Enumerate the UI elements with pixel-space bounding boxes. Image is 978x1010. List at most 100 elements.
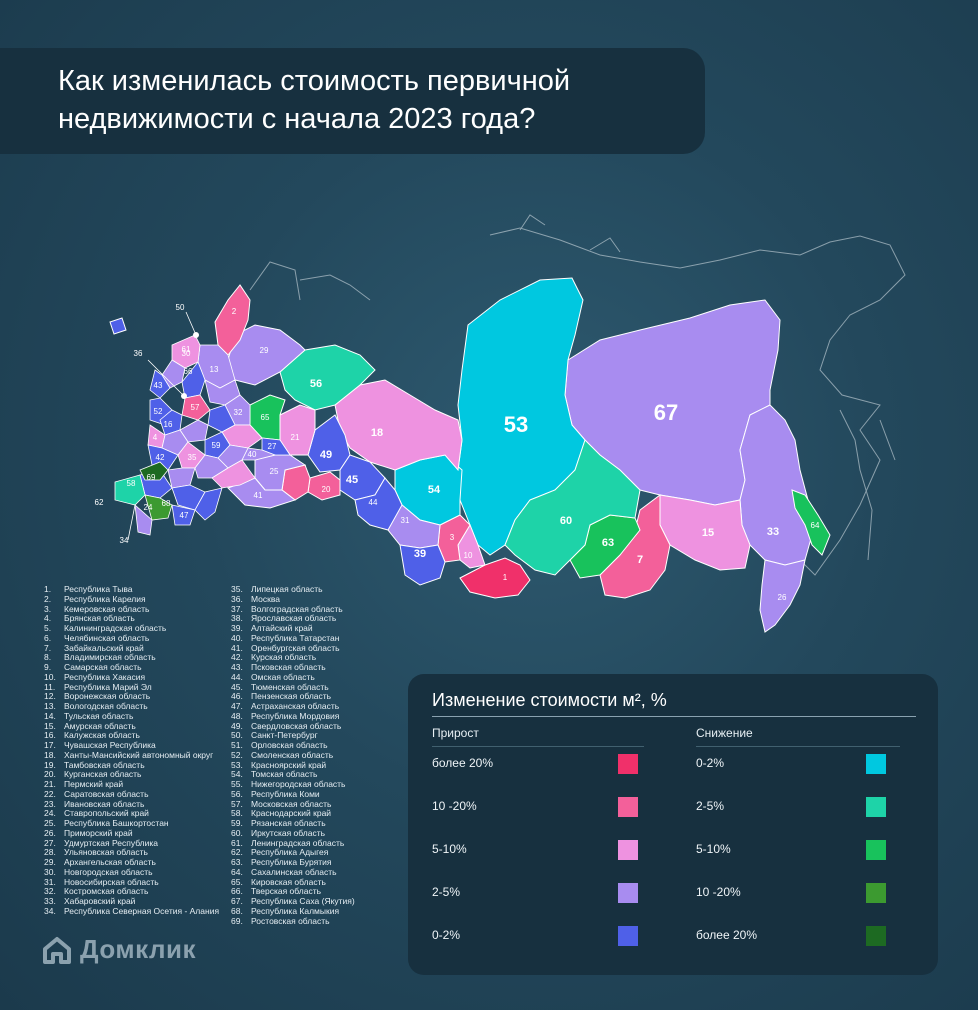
region-number: 58. <box>231 808 243 819</box>
region-list-item: 27. Удмуртская Республика <box>44 837 219 849</box>
growth-legend-label: 5-10% <box>432 842 467 856</box>
region-label-43: 43 <box>154 381 163 390</box>
legend-title: Изменение стоимости м², % <box>432 690 667 710</box>
region-name: Кемеровская область <box>64 603 150 614</box>
region-number: 39. <box>231 623 243 633</box>
region-label-44: 44 <box>369 498 378 507</box>
region-name: Республика Марий Эл <box>64 681 152 692</box>
region-number: 61. <box>231 837 243 848</box>
region-list-item: 40. Республика Татарстан <box>231 633 355 644</box>
region-number: 45. <box>231 681 243 692</box>
region-label-7: 7 <box>637 554 643 566</box>
region-list-item: 56. Республика Коми <box>231 788 355 800</box>
region-number: 67. <box>231 896 243 906</box>
region-label-62: 62 <box>95 498 104 507</box>
region-name: Липецкая область <box>251 584 323 594</box>
region-27 <box>261 437 291 456</box>
house-logo-icon <box>43 936 71 964</box>
region-26 <box>759 559 806 633</box>
region-name: Свердловская область <box>251 720 342 731</box>
region-list-item: 65. Кировская область <box>231 876 355 888</box>
region-list-item: 12. Воронежская область <box>44 691 219 702</box>
region-name: Хабаровский край <box>64 896 136 906</box>
region-label-59: 59 <box>212 441 221 450</box>
region-label-27: 27 <box>268 442 277 451</box>
region-list-item: 28. Ульяновская область <box>44 847 219 858</box>
region-label-33: 33 <box>767 526 779 538</box>
region-number: 54. <box>231 769 243 780</box>
growth-legend-swatch <box>618 840 638 860</box>
region-name: Брянская область <box>64 613 135 624</box>
region-number: 65. <box>231 876 243 887</box>
region-label-61: 61 <box>182 345 191 354</box>
region-name: Ярославская область <box>251 613 337 624</box>
region-number: 66. <box>231 886 243 897</box>
region-number: 37. <box>231 603 243 614</box>
region-list-item: 41. Оренбургская область <box>231 643 355 654</box>
region-43 <box>149 369 171 399</box>
region-label-29: 29 <box>260 346 269 355</box>
region-list-left: 1. Республика Тыва 2. Республика Карелия 3. К… <box>44 584 220 917</box>
region-list-item: 67. Республика Саха (Якутия) <box>231 896 355 907</box>
decline-legend-swatch <box>866 883 886 903</box>
region-list-item: 11. Республика Марий Эл <box>44 681 219 693</box>
region-number: 13. <box>44 701 56 711</box>
region-number: 5. <box>44 623 52 633</box>
region-name: Омская область <box>251 671 315 682</box>
region-list-item: 23. Ивановская область <box>44 799 219 810</box>
region-number: 32. <box>44 886 56 897</box>
region-64 <box>791 489 831 556</box>
region-number: 56. <box>231 788 243 799</box>
region-69b <box>139 461 169 481</box>
region-number: 18. <box>44 749 56 760</box>
region-name: Самарская область <box>64 662 142 672</box>
region-name: Приморский край <box>64 827 133 838</box>
region-label-24: 24 <box>144 503 153 512</box>
region-name: Республика Башкортостан <box>64 818 169 828</box>
growth-legend-label: 2-5% <box>432 885 461 899</box>
coastline-outline <box>249 214 906 576</box>
region-label-63: 63 <box>602 537 614 549</box>
region-list-item: 16. Калужская область <box>44 730 219 741</box>
region-name: Ленинградская область <box>251 837 345 848</box>
region-list-item: 29. Архангельская область <box>44 857 219 868</box>
region-name: Псковская область <box>251 662 326 672</box>
region-number: 8. <box>44 652 52 663</box>
region-label-52: 52 <box>154 407 163 416</box>
region-list-item: 24. Ставропольский край <box>44 808 219 819</box>
region-list-item: 42. Курская область <box>231 652 355 663</box>
region-39 <box>399 544 446 586</box>
region-name: Республика Северная Осетия - Алания <box>64 905 220 916</box>
decline-legend-label: 5-10% <box>696 842 731 856</box>
region-number: 35. <box>231 584 243 594</box>
region-name: Курская область <box>251 652 317 663</box>
region-number: 49. <box>231 720 243 731</box>
region-label-49: 49 <box>320 449 332 461</box>
region-label-69: 69 <box>147 473 156 482</box>
region-number: 22. <box>44 788 56 799</box>
region-list-item: 6. Челябинская область <box>44 633 219 644</box>
decline-legend-label: 10 -20% <box>696 885 741 899</box>
region-47 <box>171 504 196 526</box>
region-list-item: 63. Республика Бурятия <box>231 857 355 868</box>
growth-legend-swatch <box>618 883 638 903</box>
region-34 <box>134 504 153 536</box>
growth-legend-label: 0-2% <box>432 928 461 942</box>
region-number: 15. <box>44 720 56 731</box>
region-name: Ростовская область <box>251 915 330 926</box>
page-title: Как изменилась стоимость первичной недви… <box>58 65 571 135</box>
region-name: Удмуртская Республика <box>64 837 159 848</box>
region-list-item: 52. Смоленская область <box>231 749 355 761</box>
region-number: 59. <box>231 818 243 828</box>
region-number: 4. <box>44 613 52 624</box>
region-list-item: 8. Владимирская область <box>44 652 219 663</box>
region-number: 53. <box>231 759 243 770</box>
region-number: 62. <box>231 847 243 858</box>
region-number: 52. <box>231 749 243 760</box>
region-list-item: 22. Саратовская область <box>44 788 219 800</box>
region-list-item: 46. Пензенская область <box>231 691 355 702</box>
decline-legend-swatch <box>866 754 886 774</box>
region-label-47: 47 <box>180 511 189 520</box>
region-33 <box>739 404 813 566</box>
